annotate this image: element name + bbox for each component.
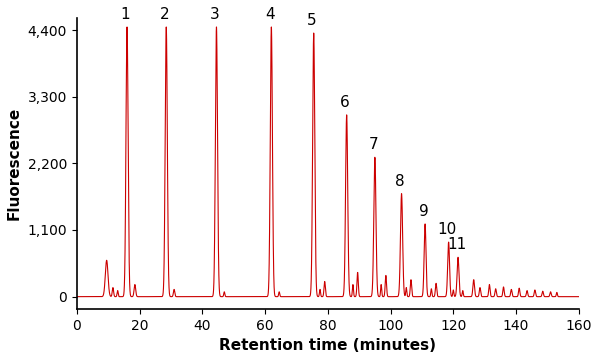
Text: 8: 8 <box>395 174 405 189</box>
Text: 7: 7 <box>368 138 378 152</box>
Text: 3: 3 <box>210 7 220 22</box>
Text: 4: 4 <box>265 7 274 22</box>
Text: 9: 9 <box>419 204 428 219</box>
Text: 2: 2 <box>160 7 170 22</box>
Text: 11: 11 <box>447 238 466 252</box>
Y-axis label: Fluorescence: Fluorescence <box>7 107 22 220</box>
Text: 10: 10 <box>437 222 456 237</box>
Text: 6: 6 <box>340 95 350 110</box>
Text: 5: 5 <box>307 13 317 28</box>
Text: 1: 1 <box>120 7 131 22</box>
X-axis label: Retention time (minutes): Retention time (minutes) <box>219 338 436 353</box>
